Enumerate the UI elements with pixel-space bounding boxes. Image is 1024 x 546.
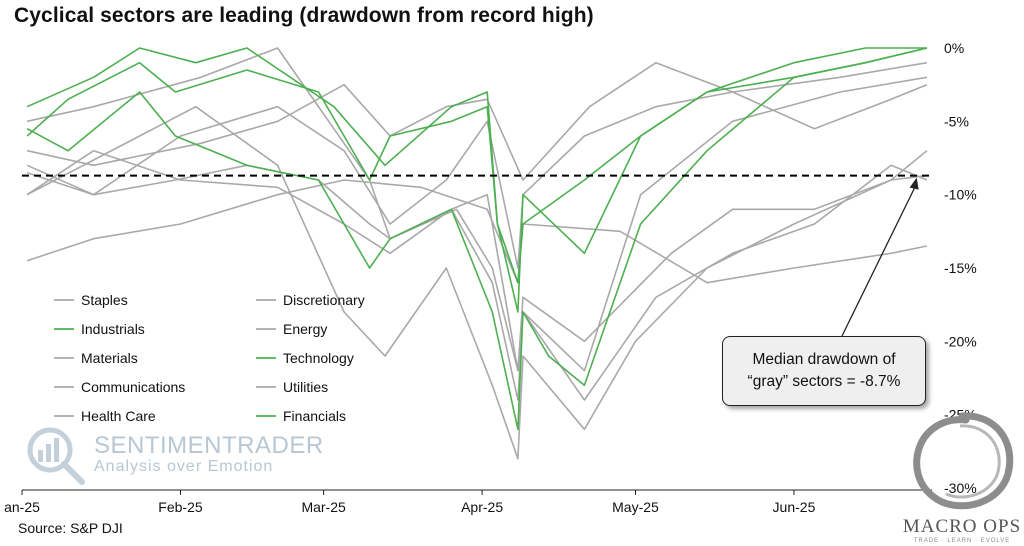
enso-circle-icon [913, 412, 1014, 510]
legend-label: Industrials [81, 321, 145, 337]
y-tick-label: 0% [944, 40, 964, 56]
x-tick-label: Feb-25 [158, 499, 203, 515]
x-tick-label: Jun-25 [773, 499, 816, 515]
series-line-technology [26, 47, 928, 431]
legend-label: Technology [283, 350, 354, 366]
x-tick-label: Apr-25 [461, 499, 503, 515]
chart-title: Cyclical sectors are leading (drawdown f… [14, 4, 594, 27]
macro-ops-logo: MACRO OPS TRADE · LEARN · EVOLVE [900, 410, 1024, 546]
annotation-arrow [841, 183, 918, 337]
y-tick-label: -10% [944, 187, 977, 203]
legend-label: Discretionary [283, 292, 365, 308]
watermark-tagline: Analysis over Emotion [94, 458, 274, 475]
y-tick-label: -30% [944, 480, 977, 496]
logo-name: MACRO OPS [902, 516, 1022, 537]
y-tick-label: -15% [944, 260, 977, 276]
x-tick-label: May-25 [612, 499, 659, 515]
bar-chart-magnifier-icon [27, 427, 85, 485]
median-drawdown-callout: Median drawdown of “gray” sectors = -8.7… [722, 336, 926, 406]
y-tick-label: -5% [944, 113, 969, 129]
legend-label: Communications [81, 379, 185, 395]
x-tick-label: an-25 [4, 499, 40, 515]
y-tick-label: -20% [944, 333, 977, 349]
series-line-communications [26, 47, 928, 401]
annotation-arrowhead [909, 177, 919, 190]
watermark-name: SENTIMENTRADER [94, 432, 324, 459]
series-line-energy [26, 149, 928, 401]
legend-label: Staples [81, 292, 128, 308]
series-line-discretionary [26, 105, 928, 460]
series-line-utilities [26, 61, 928, 269]
legend-label: Materials [81, 350, 138, 366]
source-note: Source: S&P DJI [18, 520, 123, 536]
legend-label: Utilities [283, 379, 328, 395]
sentimentrader-watermark: SENTIMENTRADER Analysis over Emotion [24, 424, 323, 490]
legend-label: Energy [283, 321, 327, 337]
legend-label: Health Care [81, 408, 156, 424]
series-line-materials [26, 164, 927, 372]
legend-label: Financials [283, 408, 346, 424]
series-line-financials [26, 47, 927, 313]
callout-line-1: Median drawdown of [752, 351, 896, 368]
x-tick-label: Mar-25 [301, 499, 346, 515]
logo-tagline: TRADE · LEARN · EVOLVE [913, 538, 1011, 544]
callout-line-2: “gray” sectors = -8.7% [747, 373, 901, 390]
